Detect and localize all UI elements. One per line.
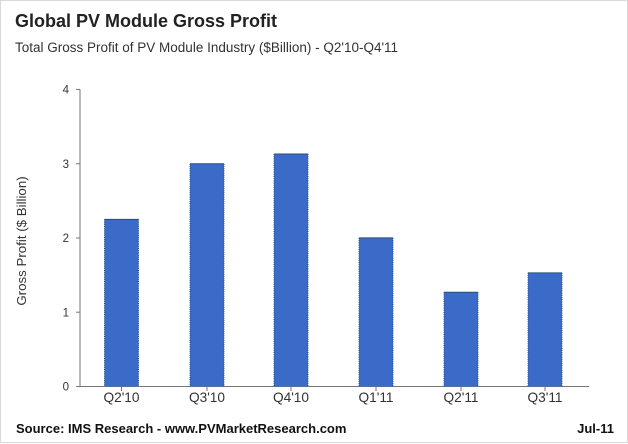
svg-text:Q2'10: Q2'10 [103,390,139,405]
svg-text:Q1'11: Q1'11 [358,390,393,405]
svg-text:Q2'11: Q2'11 [443,390,478,405]
svg-text:0: 0 [63,382,69,394]
svg-text:Q4'10: Q4'10 [273,390,309,405]
svg-text:1: 1 [63,307,69,319]
svg-text:3: 3 [63,159,69,171]
svg-text:Gross Profit ($ Billion): Gross Profit ($ Billion) [14,176,29,305]
svg-text:Q3'11: Q3'11 [527,390,562,405]
svg-text:4: 4 [63,84,70,96]
svg-text:Q3'10: Q3'10 [189,390,225,405]
svg-text:2: 2 [63,233,69,245]
